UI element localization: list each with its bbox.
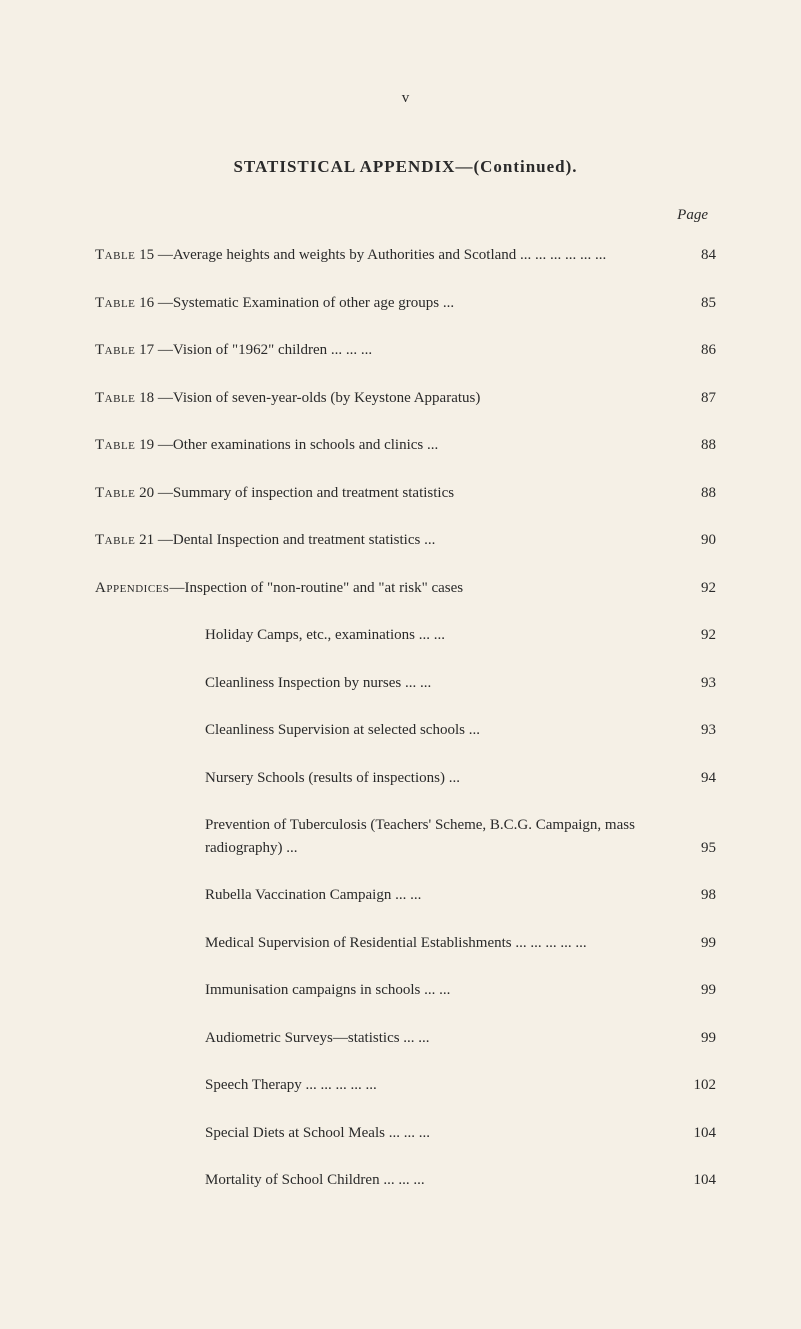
toc-entry-text: Table 17 —Vision of "1962" children ... …: [95, 339, 671, 362]
toc-entry-text: Cleanliness Inspection by nurses ... ...: [205, 672, 671, 695]
toc-entry-text: Nursery Schools (results of inspections)…: [205, 767, 671, 790]
toc-entry: Cleanliness Inspection by nurses ... ...…: [95, 672, 716, 695]
page-number: v: [95, 90, 716, 107]
toc-entry: Prevention of Tuberculosis (Teachers' Sc…: [95, 814, 716, 859]
toc-entries: Table 15 —Average heights and weights by…: [95, 244, 716, 1192]
toc-entry-prefix: Table: [95, 342, 135, 358]
toc-entry-page: 86: [671, 339, 716, 362]
toc-entry-text: Speech Therapy ... ... ... ... ...: [205, 1074, 671, 1097]
toc-entry: Medical Supervision of Residential Estab…: [95, 932, 716, 955]
page-column-label: Page: [95, 207, 716, 224]
toc-entry-text: Medical Supervision of Residential Estab…: [205, 932, 671, 955]
toc-entry: Nursery Schools (results of inspections)…: [95, 767, 716, 790]
toc-entry: Table 19 —Other examinations in schools …: [95, 434, 716, 457]
toc-entry-prefix: Table: [95, 295, 135, 311]
toc-entry: Table 16 —Systematic Examination of othe…: [95, 292, 716, 315]
toc-entry-text: Prevention of Tuberculosis (Teachers' Sc…: [205, 814, 671, 859]
toc-entry: Immunisation campaigns in schools ... ..…: [95, 979, 716, 1002]
toc-entry-prefix: Table: [95, 437, 135, 453]
toc-entry-page: 95: [671, 837, 716, 860]
toc-entry-page: 88: [671, 482, 716, 505]
toc-entry-page: 90: [671, 529, 716, 552]
toc-entry-page: 99: [671, 979, 716, 1002]
toc-entry-page: 92: [671, 577, 716, 600]
toc-entry: Holiday Camps, etc., examinations ... ..…: [95, 624, 716, 647]
toc-entry-page: 85: [671, 292, 716, 315]
toc-entry-page: 93: [671, 672, 716, 695]
toc-entry: Table 18 —Vision of seven-year-olds (by …: [95, 387, 716, 410]
toc-entry: Mortality of School Children ... ... ...…: [95, 1169, 716, 1192]
toc-entry-text: Table 20 —Summary of inspection and trea…: [95, 482, 671, 505]
toc-entry: Table 15 —Average heights and weights by…: [95, 244, 716, 267]
toc-entry-prefix: Table: [95, 390, 135, 406]
toc-entry-page: 98: [671, 884, 716, 907]
toc-entry-page: 94: [671, 767, 716, 790]
toc-entry-page: 99: [671, 932, 716, 955]
toc-entry-page: 84: [671, 244, 716, 267]
toc-entry-text: Table 19 —Other examinations in schools …: [95, 434, 671, 457]
toc-entry-page: 99: [671, 1027, 716, 1050]
toc-entry-text: Mortality of School Children ... ... ...: [205, 1169, 671, 1192]
toc-entry-prefix: Table: [95, 532, 135, 548]
toc-entry: Speech Therapy ... ... ... ... ...102: [95, 1074, 716, 1097]
toc-entry-page: 104: [671, 1122, 716, 1145]
toc-entry-prefix: Table: [95, 247, 135, 263]
toc-entry-prefix: Appendices: [95, 580, 170, 596]
toc-entry-text: Table 15 —Average heights and weights by…: [95, 244, 671, 267]
toc-entry-page: 93: [671, 719, 716, 742]
appendix-heading: STATISTICAL APPENDIX—(Continued).: [95, 157, 716, 177]
toc-entry: Special Diets at School Meals ... ... ..…: [95, 1122, 716, 1145]
toc-entry-page: 102: [671, 1074, 716, 1097]
toc-entry-text: Special Diets at School Meals ... ... ..…: [205, 1122, 671, 1145]
toc-entry: Table 17 —Vision of "1962" children ... …: [95, 339, 716, 362]
toc-entry: Appendices—Inspection of "non-routine" a…: [95, 577, 716, 600]
toc-entry-text: Appendices—Inspection of "non-routine" a…: [95, 577, 671, 600]
toc-entry-page: 104: [671, 1169, 716, 1192]
toc-entry-text: Immunisation campaigns in schools ... ..…: [205, 979, 671, 1002]
toc-entry-prefix: Table: [95, 485, 135, 501]
toc-entry: Cleanliness Supervision at selected scho…: [95, 719, 716, 742]
toc-entry-text: Cleanliness Supervision at selected scho…: [205, 719, 671, 742]
toc-entry: Rubella Vaccination Campaign ... ...98: [95, 884, 716, 907]
toc-entry-text: Table 18 —Vision of seven-year-olds (by …: [95, 387, 671, 410]
toc-entry: Audiometric Surveys—statistics ... ...99: [95, 1027, 716, 1050]
toc-entry-text: Table 21 —Dental Inspection and treatmen…: [95, 529, 671, 552]
toc-entry-page: 92: [671, 624, 716, 647]
toc-entry-text: Audiometric Surveys—statistics ... ...: [205, 1027, 671, 1050]
toc-entry-text: Holiday Camps, etc., examinations ... ..…: [205, 624, 671, 647]
toc-entry-page: 88: [671, 434, 716, 457]
toc-entry-text: Table 16 —Systematic Examination of othe…: [95, 292, 671, 315]
toc-entry-page: 87: [671, 387, 716, 410]
toc-entry: Table 21 —Dental Inspection and treatmen…: [95, 529, 716, 552]
toc-entry: Table 20 —Summary of inspection and trea…: [95, 482, 716, 505]
toc-entry-text: Rubella Vaccination Campaign ... ...: [205, 884, 671, 907]
